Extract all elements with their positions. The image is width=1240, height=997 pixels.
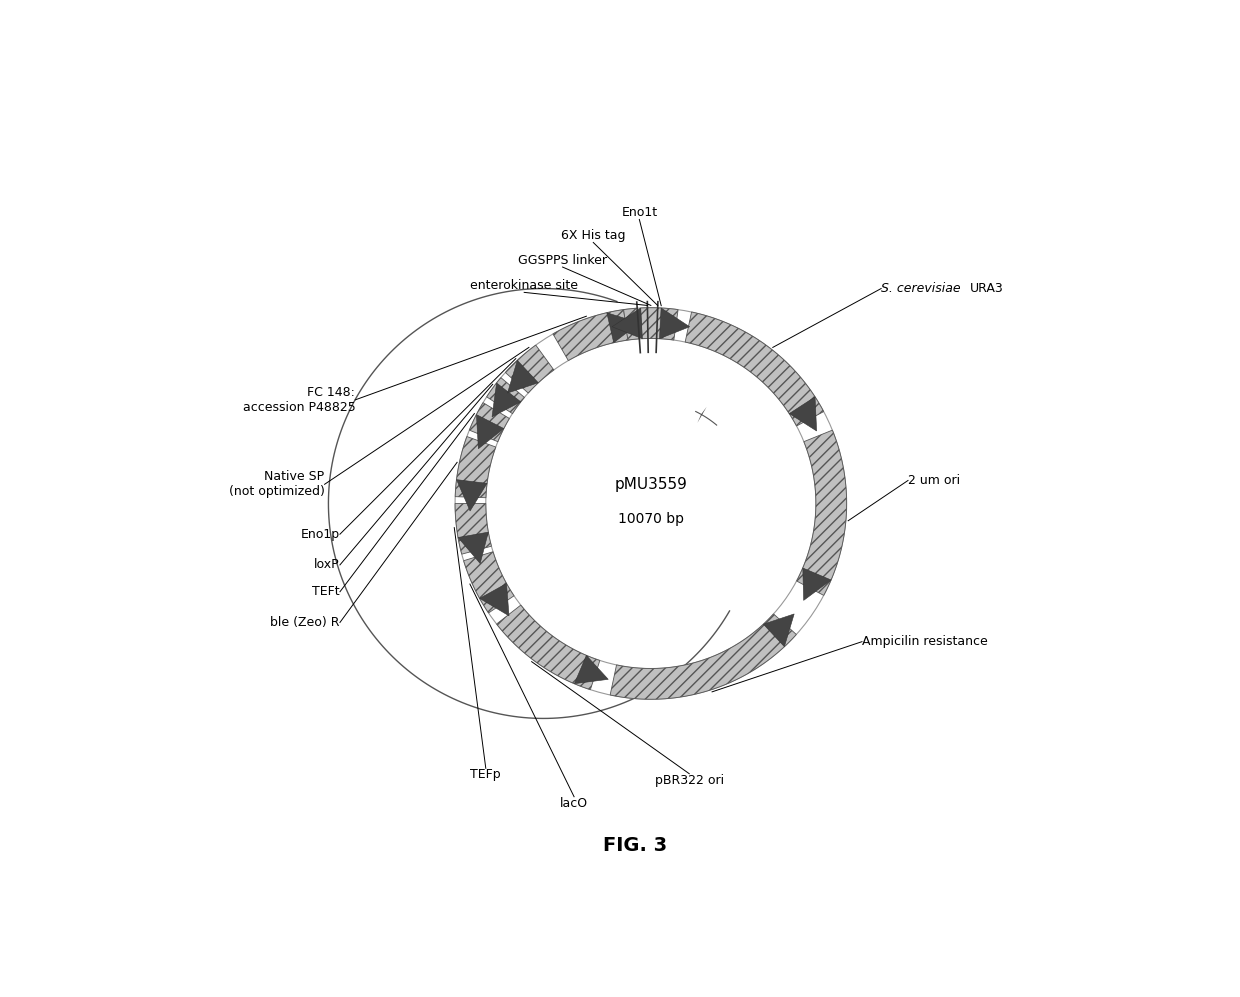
Polygon shape: [464, 551, 515, 613]
Text: 2 um ori: 2 um ori: [908, 474, 960, 487]
Polygon shape: [606, 313, 640, 343]
Text: 6X His tag: 6X His tag: [560, 229, 625, 242]
Text: TEFp: TEFp: [470, 769, 501, 782]
Polygon shape: [624, 308, 640, 340]
Polygon shape: [480, 583, 508, 616]
Polygon shape: [790, 397, 817, 431]
Polygon shape: [506, 345, 554, 393]
Text: Native SP
(not optimized): Native SP (not optimized): [228, 471, 325, 498]
Text: Eno1p: Eno1p: [301, 527, 340, 540]
Polygon shape: [613, 308, 642, 339]
Polygon shape: [476, 415, 503, 449]
Polygon shape: [764, 614, 794, 647]
Text: pBR322 ori: pBR322 ori: [655, 774, 724, 787]
Text: Ampicilin resistance: Ampicilin resistance: [862, 635, 988, 648]
Text: GGSPPS linker: GGSPPS linker: [518, 254, 608, 267]
Polygon shape: [507, 360, 538, 393]
Text: loxP: loxP: [314, 558, 340, 571]
Text: FIG. 3: FIG. 3: [604, 835, 667, 854]
Polygon shape: [470, 403, 510, 442]
Polygon shape: [802, 568, 831, 600]
Polygon shape: [641, 308, 678, 340]
Polygon shape: [456, 480, 487, 511]
Polygon shape: [796, 430, 847, 595]
Polygon shape: [496, 605, 600, 690]
Text: FC 148:
accession P48825: FC 148: accession P48825: [243, 386, 356, 414]
Polygon shape: [455, 437, 496, 498]
Polygon shape: [455, 503, 491, 554]
Polygon shape: [458, 532, 489, 563]
Polygon shape: [686, 312, 823, 426]
Polygon shape: [610, 614, 796, 699]
Text: Eno1t: Eno1t: [621, 206, 657, 219]
Polygon shape: [486, 378, 525, 414]
Text: lacO: lacO: [560, 797, 588, 810]
Text: S. cerevisiae: S. cerevisiae: [882, 282, 965, 295]
Polygon shape: [660, 308, 689, 339]
Text: TEFt: TEFt: [312, 585, 340, 598]
Polygon shape: [553, 310, 627, 361]
Text: enterokinase site: enterokinase site: [470, 279, 578, 292]
Polygon shape: [492, 383, 521, 417]
Polygon shape: [697, 407, 707, 423]
Text: URA3: URA3: [970, 282, 1003, 295]
Text: pMU3559: pMU3559: [614, 477, 687, 492]
Polygon shape: [574, 655, 609, 684]
Text: ble (Zeo) R: ble (Zeo) R: [270, 616, 340, 629]
Text: 10070 bp: 10070 bp: [618, 511, 683, 525]
